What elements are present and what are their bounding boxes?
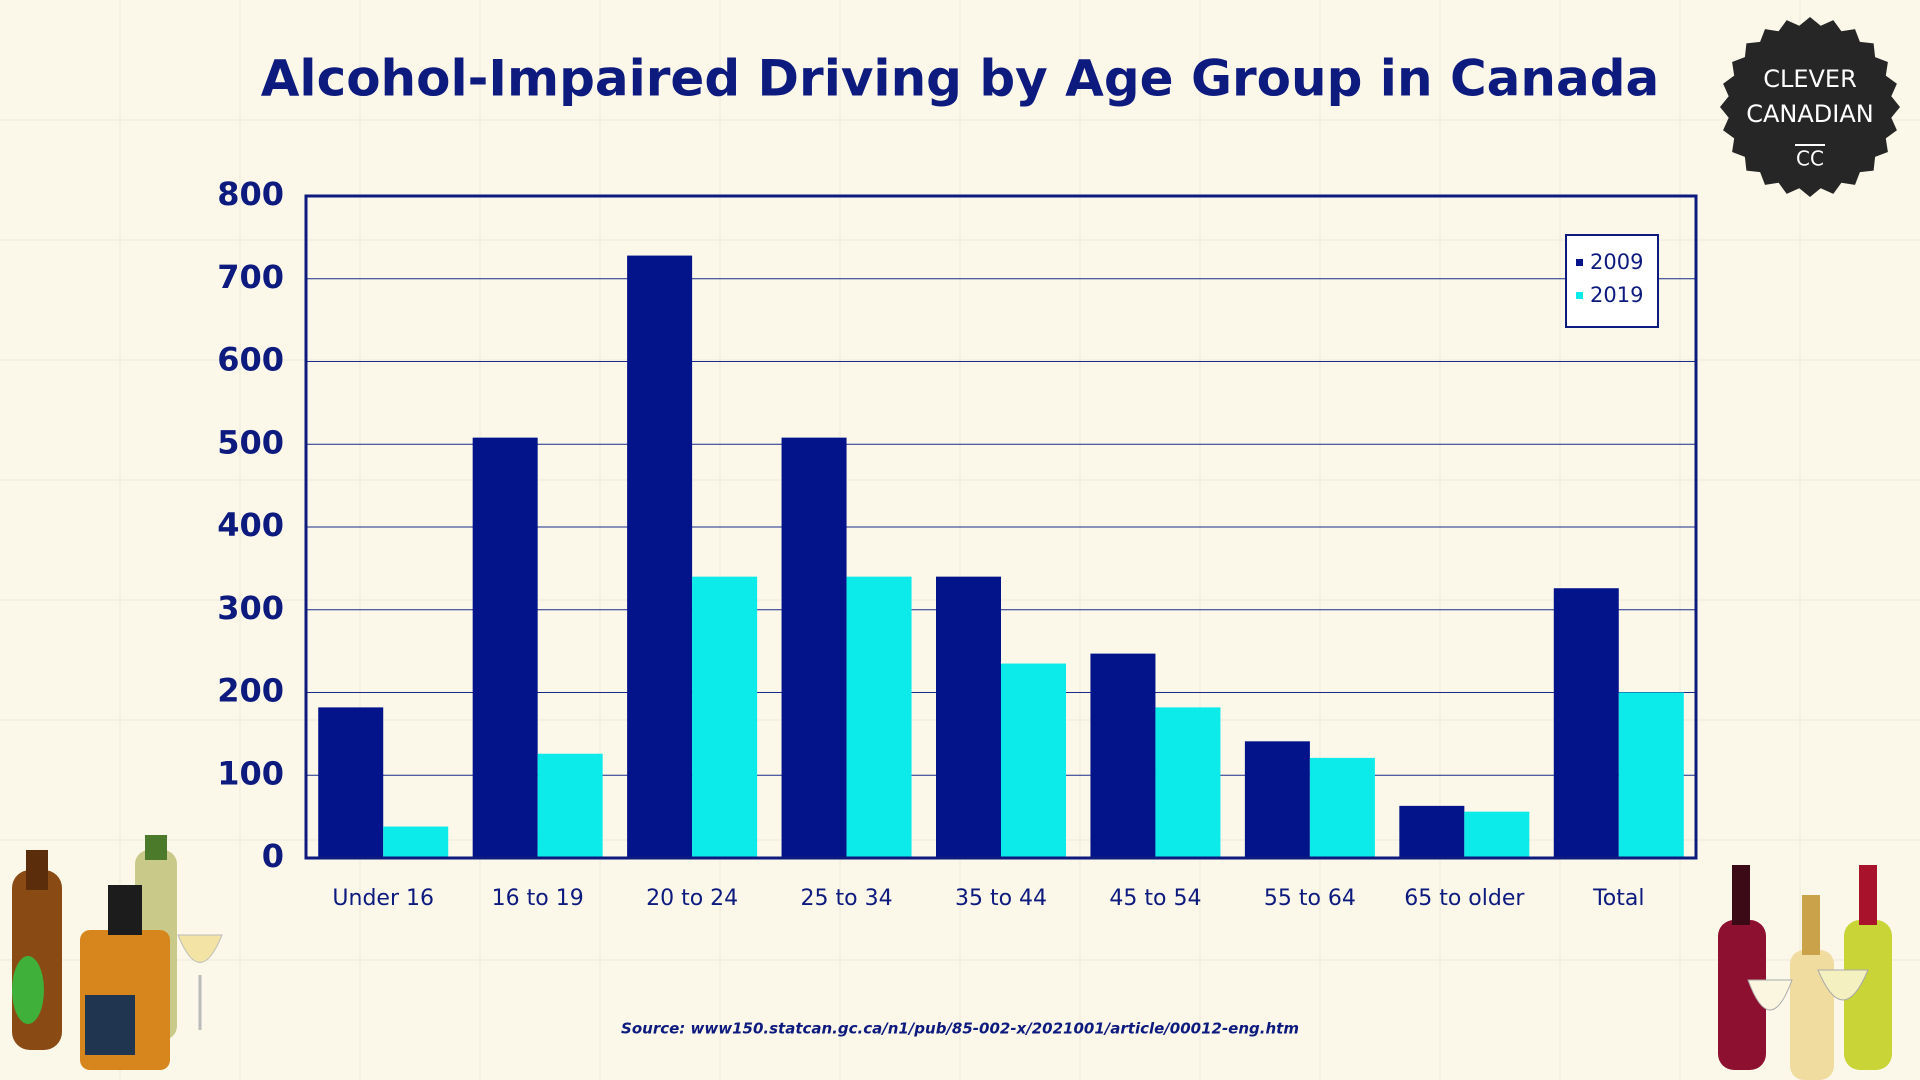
bar <box>1001 663 1066 858</box>
x-tick-label: 55 to 64 <box>1264 886 1356 911</box>
bar <box>318 707 384 858</box>
legend-swatch <box>1576 259 1583 266</box>
chart-title: Alcohol-Impaired Driving by Age Group in… <box>261 50 1660 108</box>
plot-frame <box>304 194 1698 860</box>
bottles-right <box>1718 865 1892 1080</box>
source-note: Source: www150.statcan.gc.ca/n1/pub/85-0… <box>621 1020 1299 1038</box>
bar <box>1309 757 1375 858</box>
bar <box>936 576 1001 858</box>
x-tick-label: 25 to 34 <box>801 886 893 911</box>
legend-swatch <box>1576 292 1583 299</box>
y-tick-label: 800 <box>217 175 284 213</box>
bar <box>781 437 847 858</box>
logo-text: CANADIAN <box>1746 100 1873 128</box>
bar <box>537 753 603 858</box>
y-tick-label: 300 <box>217 589 284 627</box>
y-tick-label: 700 <box>217 258 284 296</box>
bar <box>1618 692 1684 858</box>
y-tick-label: 100 <box>217 754 284 792</box>
bar <box>1244 741 1310 858</box>
bar <box>472 437 538 858</box>
logo-badge <box>1720 17 1900 197</box>
legend-label: 2009 <box>1590 250 1643 274</box>
bar <box>1399 805 1465 858</box>
x-tick-label: Total <box>1592 886 1644 911</box>
x-tick-label: 35 to 44 <box>955 886 1047 911</box>
bar <box>1553 588 1619 858</box>
bar <box>383 826 449 858</box>
x-tick-label: 16 to 19 <box>492 886 584 911</box>
bar <box>1464 811 1530 858</box>
legend-box <box>1565 234 1659 328</box>
logo: CLEVER CANADIAN CC <box>1720 17 1900 197</box>
legend-label: 2019 <box>1590 283 1643 307</box>
x-tick-label: Under 16 <box>332 886 434 911</box>
logo-text: CC <box>1796 147 1824 171</box>
x-tick-label: 65 to older <box>1404 886 1525 911</box>
logo-text: CLEVER <box>1763 65 1857 93</box>
y-tick-label: 0 <box>262 837 284 875</box>
bar <box>1090 653 1156 858</box>
bar <box>692 576 758 858</box>
x-tick-label: 20 to 24 <box>646 886 738 911</box>
y-tick-label: 400 <box>217 506 284 544</box>
y-tick-label: 600 <box>217 341 284 379</box>
bar <box>1155 707 1221 858</box>
bar <box>846 576 912 858</box>
bottles-left <box>12 835 223 1070</box>
y-tick-label: 200 <box>217 672 284 710</box>
y-tick-label: 500 <box>217 423 284 461</box>
x-tick-label: 45 to 54 <box>1109 886 1201 911</box>
bar <box>627 255 693 858</box>
